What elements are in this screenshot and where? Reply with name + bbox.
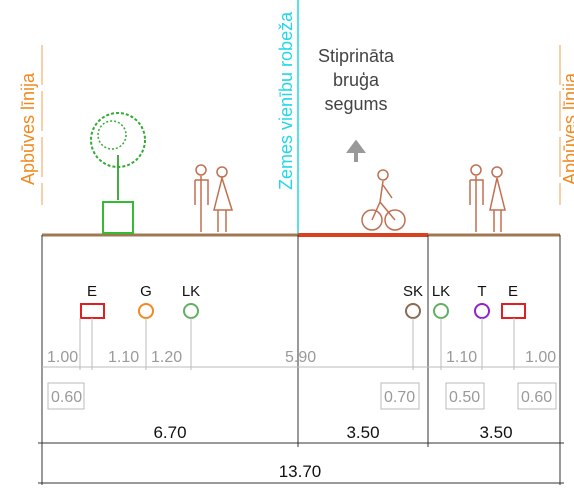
- arrow: [346, 139, 366, 162]
- utility-label: LK: [182, 283, 200, 300]
- utility-label: E: [87, 283, 97, 300]
- surface-label: segums: [324, 94, 387, 114]
- building-line-label: Apbūves līnija: [18, 72, 38, 185]
- offset-label: 1.10: [446, 349, 477, 366]
- utility-label: T: [477, 283, 486, 300]
- offset-label: 0.50: [449, 389, 480, 406]
- utility-label: LK: [432, 283, 450, 300]
- offset-label: 1.20: [151, 349, 182, 366]
- utility-symbol: [433, 303, 449, 319]
- width-label: 6.70: [153, 423, 186, 442]
- building-line-label: Apbūves līnija: [560, 72, 574, 185]
- pedestrians: [194, 164, 506, 232]
- offset-label: 0.60: [521, 389, 552, 406]
- tree: [90, 112, 146, 234]
- surface-label: Stiprināta: [318, 46, 395, 66]
- offset-label: 1.00: [525, 349, 556, 366]
- utility-label: SK: [403, 283, 423, 300]
- utility-symbol: [501, 303, 526, 319]
- surface-label: bruģa: [333, 70, 380, 90]
- total-label: 13.70: [279, 462, 322, 481]
- cyclist: [361, 169, 406, 231]
- utility-symbol: [138, 303, 154, 319]
- utility-symbol: [405, 303, 421, 319]
- utility-symbol: [474, 303, 490, 319]
- width-label: 3.50: [479, 423, 512, 442]
- offset-label: 0.70: [384, 389, 415, 406]
- offset-label: 0.60: [51, 389, 82, 406]
- utility-symbol: [183, 303, 199, 319]
- offset-label: 1.00: [47, 349, 78, 366]
- offset-label: 5.90: [285, 349, 316, 366]
- utility-label: G: [140, 283, 152, 300]
- utility-label: E: [508, 283, 518, 300]
- boundary-label: Zemes vienību robeža: [276, 11, 296, 190]
- utility-symbol: [80, 303, 105, 319]
- width-label: 3.50: [346, 423, 379, 442]
- leaders: [42, 318, 560, 410]
- offset-label: 1.10: [108, 349, 139, 366]
